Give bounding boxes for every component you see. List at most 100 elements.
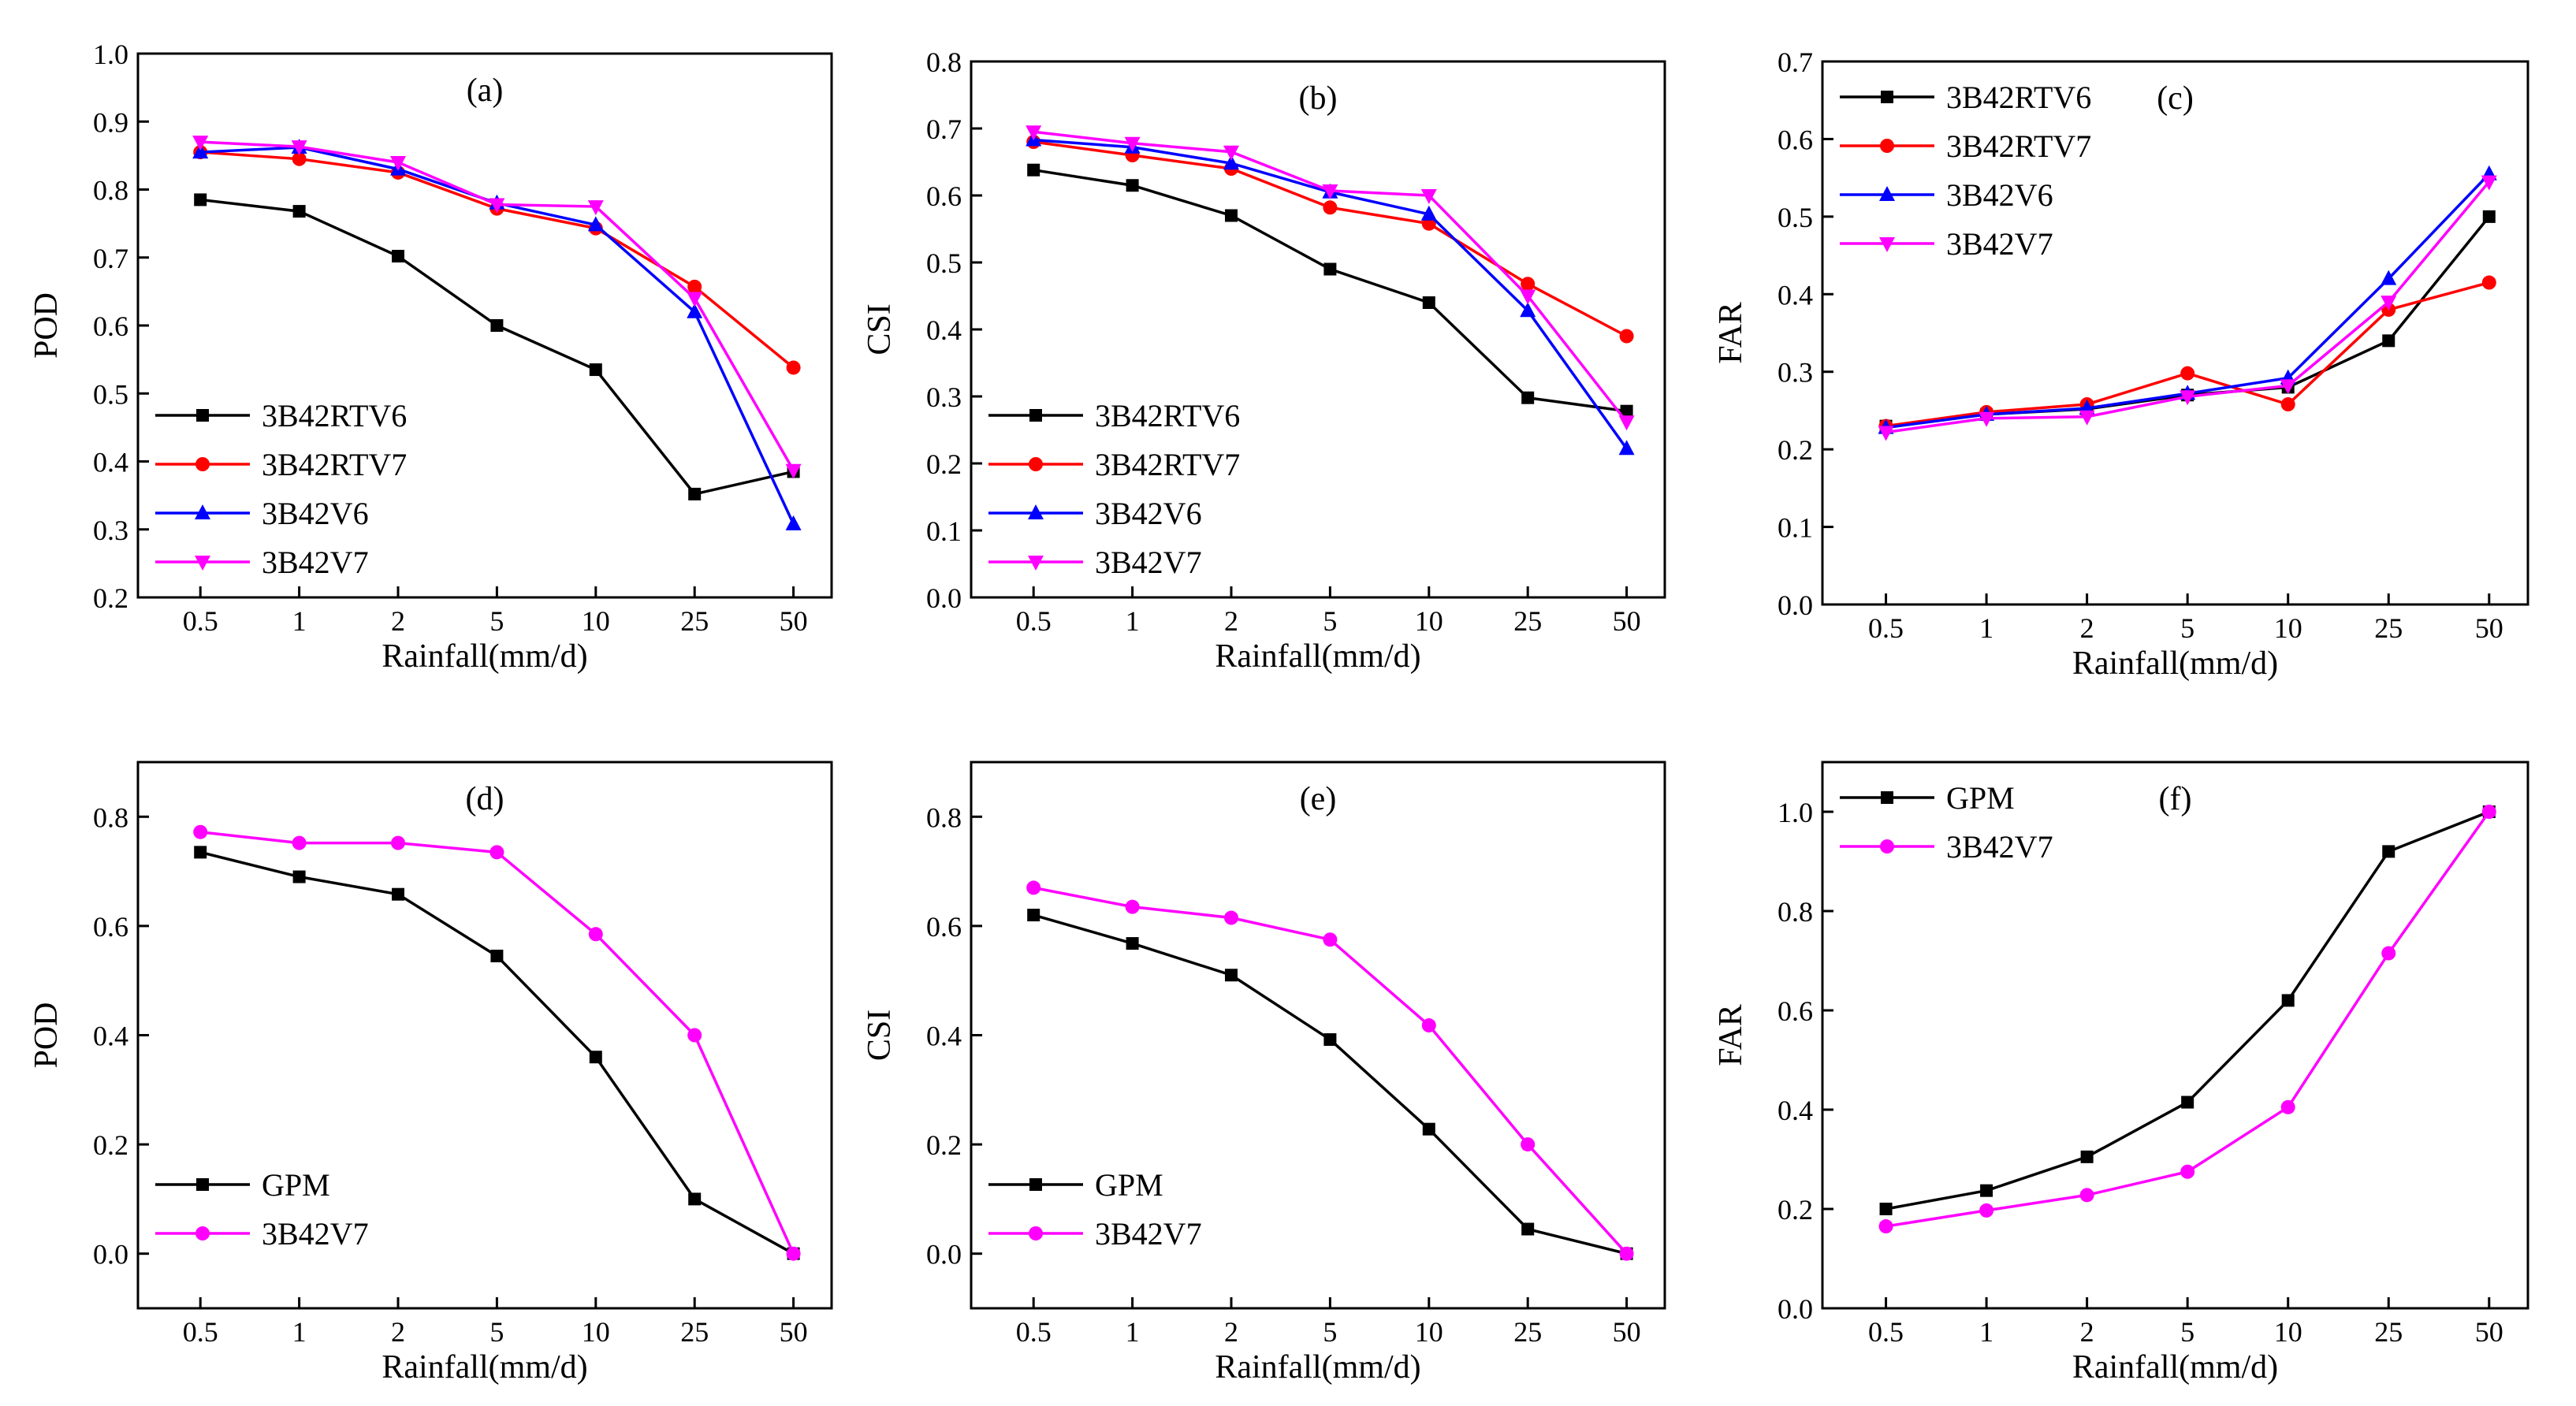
legend-label: 3B42V7 xyxy=(262,1216,369,1252)
x-tick-label: 5 xyxy=(490,1316,504,1348)
x-tick-label: 1 xyxy=(1126,1316,1140,1348)
data-point xyxy=(2181,1095,2194,1109)
data-point xyxy=(1420,205,1437,221)
data-point xyxy=(785,515,802,530)
x-tick-label: 50 xyxy=(780,605,808,637)
y-tick-label: 0.4 xyxy=(93,1021,128,1052)
data-point xyxy=(1878,1219,1893,1234)
data-point xyxy=(587,216,604,232)
data-point xyxy=(1225,969,1238,982)
y-tick-label: 0.2 xyxy=(926,1129,962,1161)
data-point xyxy=(392,887,404,901)
data-point xyxy=(1979,411,1995,427)
x-tick-label: 10 xyxy=(2274,1316,2302,1348)
data-point xyxy=(1323,932,1338,947)
x-tick-label: 0.5 xyxy=(183,605,218,637)
y-tick-label: 0.6 xyxy=(93,311,128,342)
data-point xyxy=(291,140,307,156)
series-line xyxy=(1033,913,1628,1255)
series-3b42rtv7 xyxy=(1026,135,1634,344)
x-tick-label: 25 xyxy=(1513,1316,1542,1348)
y-tick-label: 0.5 xyxy=(93,378,128,410)
chart-panel-f: 0.00.20.40.60.81.00.5 1 2 5 10 25 50Rainfall(m… xyxy=(1713,761,2529,1386)
data-point xyxy=(1027,909,1040,922)
y-axis-title: FAR xyxy=(1713,302,1749,364)
data-point xyxy=(1420,189,1437,204)
y-tick-label: 0.8 xyxy=(93,175,128,206)
x-tick-label: 0.5 xyxy=(1868,1316,1904,1348)
legend-marker xyxy=(1879,237,1895,252)
data-point xyxy=(193,824,208,839)
series-gpm xyxy=(1027,909,1633,1260)
legend-label: 3B42RTV6 xyxy=(1095,398,1240,433)
data-point xyxy=(1520,289,1536,305)
data-point xyxy=(490,950,504,963)
chart-panel-a: 0.20.30.40.50.60.70.80.91.00.5 1 2 5 10 25 50R… xyxy=(28,39,833,675)
data-point xyxy=(2381,296,2397,311)
x-tick-label: 25 xyxy=(2374,1316,2403,1348)
legend-marker xyxy=(195,457,210,471)
plot-frame xyxy=(136,761,833,1310)
data-point xyxy=(1026,125,1042,141)
legend-label: 3B42RTV7 xyxy=(1095,447,1240,482)
series-3b42rtv7 xyxy=(1878,275,2496,433)
x-tick-label: 0.5 xyxy=(1868,612,1904,644)
data-point xyxy=(292,151,307,166)
legend-marker xyxy=(1880,839,1894,854)
x-tick-label: 50 xyxy=(2475,612,2503,644)
data-point xyxy=(194,193,207,206)
data-point xyxy=(2381,946,2396,961)
y-tick-label: 0.8 xyxy=(926,46,962,78)
panel-title: (f) xyxy=(2159,781,2192,817)
y-axis-title: CSI xyxy=(862,1010,898,1061)
panel-title: (a) xyxy=(467,73,504,109)
data-point xyxy=(2079,410,2095,426)
x-tick-label: 25 xyxy=(680,605,709,637)
data-point xyxy=(1323,1033,1337,1047)
data-point xyxy=(1878,426,1894,441)
data-point xyxy=(2180,366,2195,381)
series-line xyxy=(1885,810,2490,1211)
data-point xyxy=(687,292,703,307)
y-tick-label: 0.2 xyxy=(93,1129,128,1161)
legend-marker xyxy=(1028,504,1044,519)
plot-frame xyxy=(1821,761,2529,1310)
x-tick-label: 10 xyxy=(582,605,610,637)
x-tick-label: 50 xyxy=(780,1316,808,1348)
legend-label: 3B42V6 xyxy=(1946,177,2053,213)
series-line xyxy=(1033,130,1628,423)
data-point xyxy=(688,487,702,500)
plot-frame xyxy=(970,761,1666,1310)
legend-marker xyxy=(1881,91,1893,103)
y-axis-title: CSI xyxy=(862,303,898,355)
legend-label: GPM xyxy=(1095,1167,1163,1203)
legend-label: GPM xyxy=(262,1167,330,1203)
data-point xyxy=(1980,1184,1993,1197)
x-tick-label: 5 xyxy=(2180,1316,2194,1348)
data-point xyxy=(1223,145,1239,161)
series-line xyxy=(1885,810,2491,1228)
x-tick-label: 25 xyxy=(2374,612,2403,644)
y-tick-label: 0.2 xyxy=(1778,1194,1813,1226)
x-tick-label: 2 xyxy=(2080,612,2094,644)
y-tick-label: 0.3 xyxy=(93,515,128,546)
legend-marker xyxy=(1880,139,1894,153)
y-tick-label: 0.5 xyxy=(1778,202,1813,233)
data-point xyxy=(1620,404,1633,418)
x-tick-label: 2 xyxy=(391,1316,405,1348)
data-point xyxy=(1521,1137,1536,1152)
legend-marker xyxy=(1029,457,1043,471)
x-tick-label: 10 xyxy=(582,1316,610,1348)
data-point xyxy=(1322,184,1338,200)
data-point xyxy=(490,845,504,860)
data-point xyxy=(1225,209,1238,222)
data-point xyxy=(589,363,602,377)
data-point xyxy=(1026,880,1041,895)
data-point xyxy=(2482,210,2496,223)
x-tick-label: 0.5 xyxy=(1016,605,1052,637)
data-point xyxy=(2180,390,2196,406)
data-point xyxy=(1979,1203,1994,1218)
x-tick-label: 1 xyxy=(1126,605,1140,637)
data-point xyxy=(1618,440,1635,456)
data-point xyxy=(587,200,604,216)
